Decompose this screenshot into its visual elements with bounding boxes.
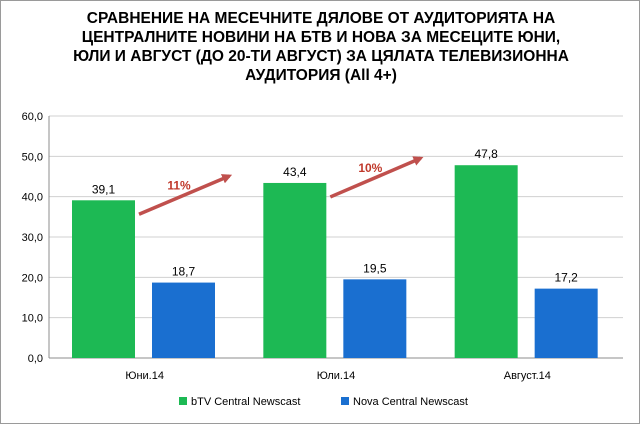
- y-tick-label: 10,0: [22, 313, 43, 325]
- legend-label: Nova Central Newscast: [353, 396, 468, 408]
- growth-arrow: [329, 156, 424, 199]
- y-tick-label: 50,0: [22, 151, 43, 163]
- data-label: 17,2: [554, 271, 578, 285]
- data-label: 47,8: [474, 147, 498, 161]
- bar: [152, 282, 215, 358]
- x-tick-label: Август.14: [504, 370, 551, 382]
- bar: [454, 165, 518, 358]
- data-label: 18,7: [172, 265, 196, 279]
- bar: [534, 288, 598, 358]
- legend-swatch: [341, 397, 349, 405]
- y-tick-label: 20,0: [22, 272, 43, 284]
- bar: [72, 200, 135, 358]
- bar: [343, 279, 407, 358]
- x-tick-label: Юни.14: [125, 370, 164, 382]
- legend-label: bTV Central Newscast: [191, 396, 300, 408]
- x-tick-label: Юли.14: [317, 370, 355, 382]
- growth-label: 11%: [167, 178, 191, 192]
- legend-swatch: [179, 397, 187, 405]
- y-tick-label: 0,0: [28, 353, 43, 365]
- y-tick-label: 60,0: [22, 111, 43, 123]
- data-label: 43,4: [283, 165, 307, 179]
- y-tick-label: 30,0: [22, 232, 43, 244]
- growth-arrow: [138, 174, 233, 216]
- data-label: 39,1: [92, 182, 116, 196]
- y-tick-label: 40,0: [22, 192, 43, 204]
- growth-label: 10%: [358, 161, 382, 175]
- bar: [263, 182, 327, 358]
- chart-title: СРАВНЕНИЕ НА МЕСЕЧНИТЕ ДЯЛОВЕ ОТ АУДИТОР…: [73, 10, 569, 84]
- data-label: 19,5: [363, 261, 387, 275]
